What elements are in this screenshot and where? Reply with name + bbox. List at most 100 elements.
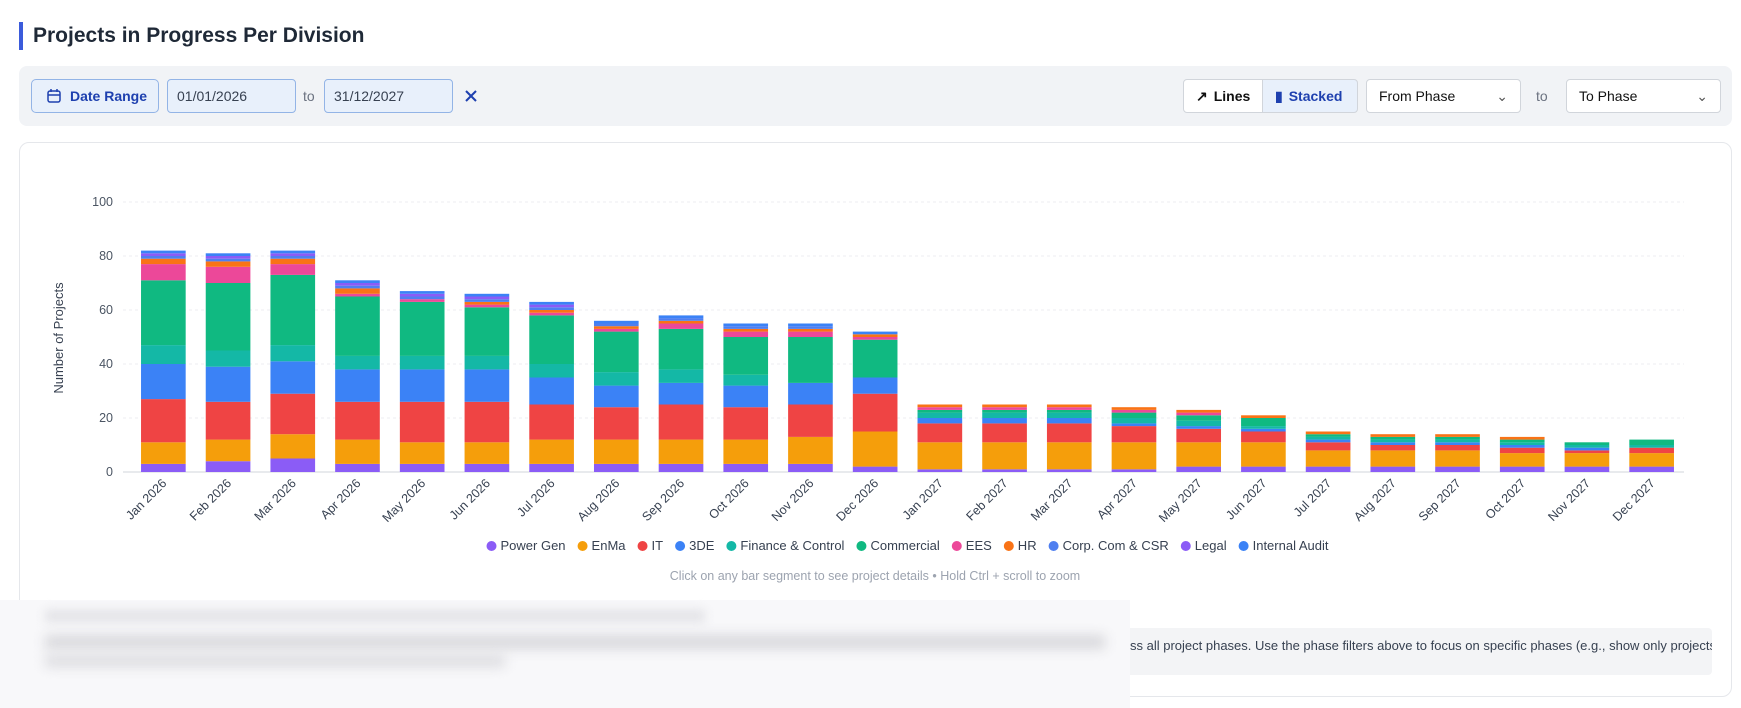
bar-segment[interactable] (1241, 466, 1286, 472)
bar-segment[interactable] (399, 293, 445, 297)
bar-segment[interactable] (1564, 453, 1610, 467)
bar-segment[interactable] (982, 423, 1027, 443)
bar-segment[interactable] (658, 382, 704, 405)
bar-segment[interactable] (205, 283, 251, 351)
bar-segment[interactable] (1046, 409, 1092, 413)
bar-segment[interactable] (335, 283, 380, 286)
bar-segment[interactable] (464, 293, 510, 297)
bar-segment[interactable] (529, 377, 574, 405)
bar-segment[interactable] (917, 407, 963, 410)
bar-segment[interactable] (1305, 436, 1351, 440)
bar-segment[interactable] (399, 401, 445, 443)
bar-segment[interactable] (982, 412, 1027, 418)
bar-segment[interactable] (982, 442, 1027, 470)
bar-segment[interactable] (1111, 426, 1157, 443)
bar-segment[interactable] (593, 328, 639, 332)
bar-segment[interactable] (529, 310, 574, 313)
bar-segment[interactable] (723, 374, 769, 386)
bar-segment[interactable] (399, 442, 445, 464)
bar-segment[interactable] (1370, 450, 1416, 467)
bar-segment[interactable] (852, 337, 898, 340)
bar-segment[interactable] (788, 436, 833, 464)
bar-segment[interactable] (917, 409, 963, 413)
bar-segment[interactable] (464, 442, 510, 464)
bar-segment[interactable] (1499, 439, 1545, 443)
bar-segment[interactable] (1435, 439, 1480, 443)
bar-segment[interactable] (1111, 412, 1157, 418)
bar-segment[interactable] (205, 266, 251, 283)
bar-segment[interactable] (658, 439, 704, 464)
bar-segment[interactable] (852, 334, 898, 337)
bar-segment[interactable] (1176, 415, 1222, 421)
bar-segment[interactable] (529, 463, 574, 472)
bar-segment[interactable] (464, 304, 510, 308)
bar-segment[interactable] (141, 258, 186, 265)
bar-segment[interactable] (1046, 418, 1092, 424)
bar-segment[interactable] (658, 318, 704, 321)
bar-segment[interactable] (788, 328, 833, 332)
stacked-toggle[interactable]: ▮ Stacked (1262, 79, 1358, 113)
bar-segment[interactable] (982, 409, 1027, 413)
bar-segment[interactable] (464, 355, 510, 370)
bar-segment[interactable] (205, 401, 251, 440)
bar-segment[interactable] (141, 264, 186, 281)
bar-segment[interactable] (723, 385, 769, 408)
bar-segment[interactable] (270, 253, 316, 256)
bar-segment[interactable] (1564, 450, 1610, 454)
bar-segment[interactable] (1176, 442, 1222, 467)
bar-segment[interactable] (270, 345, 316, 362)
bar-segment[interactable] (1629, 445, 1674, 448)
bar-segment[interactable] (270, 274, 316, 346)
bar-segment[interactable] (464, 296, 510, 300)
bar-segment[interactable] (1111, 407, 1157, 410)
bar-segment[interactable] (399, 299, 445, 302)
bar-segment[interactable] (141, 364, 186, 400)
bar-segment[interactable] (593, 326, 639, 329)
start-date-input[interactable]: 01/01/2026 (167, 79, 296, 113)
bar-segment[interactable] (723, 326, 769, 329)
bar-segment[interactable] (917, 442, 963, 470)
bar-segment[interactable] (464, 299, 510, 302)
bar-segment[interactable] (723, 407, 769, 440)
bar-segment[interactable] (1305, 442, 1351, 451)
bar-segment[interactable] (205, 439, 251, 462)
bar-segment[interactable] (1046, 412, 1092, 418)
bar-segment[interactable] (852, 393, 898, 432)
bar-segment[interactable] (529, 312, 574, 316)
bar-segment[interactable] (399, 301, 445, 356)
bar-segment[interactable] (852, 431, 898, 467)
bar-segment[interactable] (335, 285, 380, 289)
bar-segment[interactable] (205, 461, 251, 472)
bar-segment[interactable] (1241, 415, 1286, 418)
bar-segment[interactable] (1241, 431, 1286, 443)
bar-segment[interactable] (1435, 445, 1480, 451)
bar-segment[interactable] (1305, 434, 1351, 437)
bar-segment[interactable] (141, 253, 186, 256)
bar-segment[interactable] (1111, 423, 1157, 427)
bar-segment[interactable] (529, 439, 574, 464)
bar-segment[interactable] (852, 377, 898, 394)
bar-segment[interactable] (1046, 423, 1092, 443)
bar-segment[interactable] (1305, 431, 1351, 435)
bar-segment[interactable] (658, 404, 704, 440)
bar-segment[interactable] (529, 307, 574, 310)
bar-segment[interactable] (1370, 445, 1416, 451)
bar-segment[interactable] (205, 261, 251, 267)
bar-segment[interactable] (1046, 469, 1092, 472)
bar-segment[interactable] (1499, 466, 1545, 472)
bar-segment[interactable] (464, 369, 510, 402)
bar-segment[interactable] (1435, 436, 1480, 440)
bar-segment[interactable] (1111, 418, 1157, 424)
bar-segment[interactable] (1435, 442, 1480, 445)
bar-segment[interactable] (1370, 442, 1416, 445)
bar-segment[interactable] (788, 382, 833, 405)
bar-segment[interactable] (1241, 418, 1286, 427)
bar-segment[interactable] (205, 350, 251, 367)
bar-segment[interactable] (1176, 409, 1222, 413)
bar-segment[interactable] (1176, 428, 1222, 443)
bar-segment[interactable] (658, 323, 704, 329)
bar-segment[interactable] (658, 320, 704, 324)
bar-segment[interactable] (529, 315, 574, 364)
bar-segment[interactable] (723, 323, 769, 327)
bar-segment[interactable] (335, 439, 380, 464)
